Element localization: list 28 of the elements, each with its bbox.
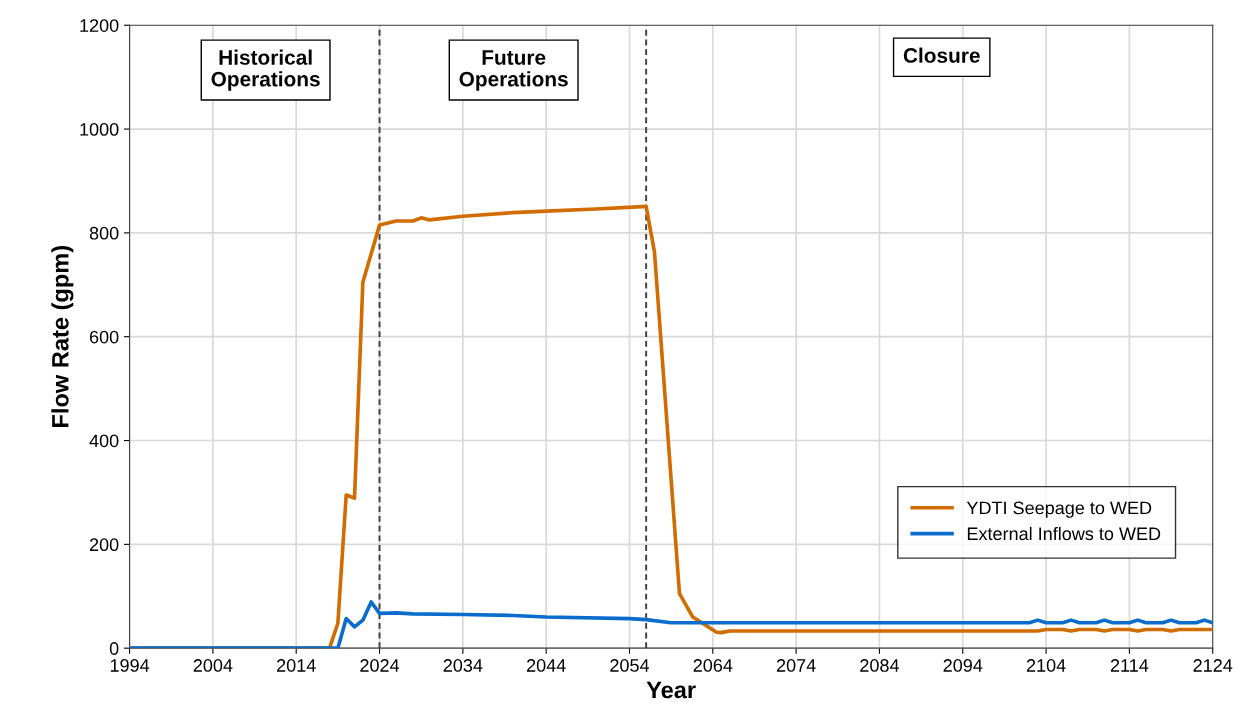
x-tick-label: 2004 [193, 659, 233, 672]
legend-label: External Inflows to WED [967, 526, 1161, 541]
x-tick-label: 2034 [443, 659, 483, 672]
x-tick-label: 2014 [277, 659, 316, 672]
annotation: Closure [903, 47, 980, 63]
y-axis-title: Flow Rate (gpm) [51, 246, 74, 427]
legend-label: YDTI Seepage to WED [966, 501, 1152, 518]
x-tick-label: 2024 [360, 659, 400, 672]
x-tick-label: 1994 [110, 659, 150, 672]
y-tick-label: 400 [89, 434, 119, 448]
x-tick-label: 2044 [526, 659, 566, 672]
annotation: Historical Operations [211, 49, 320, 91]
y-tick-label: 800 [89, 226, 119, 240]
x-tick-label: 2124 [1193, 659, 1233, 672]
y-tick-label: 0 [109, 642, 119, 655]
y-tick-label: 1200 [80, 19, 119, 32]
y-tick-label: 200 [89, 538, 119, 552]
y-tick-label: 600 [89, 330, 119, 344]
x-tick-label: 2064 [693, 659, 733, 672]
x-tick-label: 2114 [1110, 659, 1149, 672]
x-tick-label: 2074 [776, 659, 816, 672]
y-tick-label: 1000 [80, 122, 119, 136]
annotation: Future Operations [459, 50, 568, 91]
x-tick-label: 2094 [943, 659, 983, 672]
x-tick-label: 2054 [610, 659, 650, 672]
x-axis-title: Year [646, 681, 696, 699]
x-tick-label: 2084 [860, 659, 899, 672]
x-tick-label: 2104 [1026, 659, 1066, 672]
